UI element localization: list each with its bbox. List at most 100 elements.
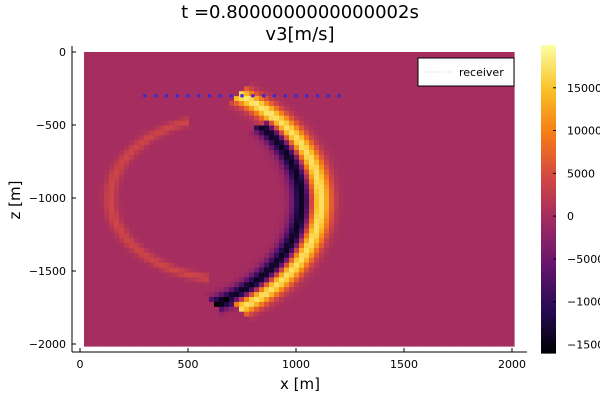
heatmap-cell [154,86,160,92]
heatmap-cell [134,184,140,190]
heatmap-cell [379,184,385,190]
heatmap-cell [439,311,445,318]
heatmap-cell [414,301,420,308]
heatmap-cell [264,76,270,82]
heatmap-cell [139,169,145,176]
heatmap-cell [239,81,245,87]
heatmap-cell [289,115,295,122]
heatmap-cell [239,208,245,215]
heatmap-cell [419,189,425,195]
heatmap-cell [159,81,165,87]
heatmap-cell [224,91,230,97]
heatmap-cell [389,140,395,146]
heatmap-cell [254,52,260,58]
heatmap-cell [429,203,435,210]
heatmap-cell [304,159,310,166]
heatmap-cell [149,56,155,63]
heatmap-cell [294,81,300,87]
heatmap-cell [374,61,380,68]
heatmap-cell [219,199,225,205]
heatmap-cell [189,135,195,141]
heatmap-cell [179,282,185,288]
heatmap-cell [254,184,260,190]
heatmap-cell [104,169,110,176]
heatmap-cell [499,164,505,171]
heatmap-cell [94,164,100,171]
heatmap-cell [439,272,445,278]
heatmap-cell [344,218,350,225]
heatmap-cell [364,301,370,308]
heatmap-cell [454,316,460,323]
heatmap-cell [109,316,115,323]
heatmap-cell [394,203,400,210]
heatmap-cell [229,292,235,298]
heatmap-cell [129,262,135,269]
heatmap-cell [384,238,390,244]
heatmap-cell [334,120,340,127]
heatmap-cell [459,105,465,112]
heatmap-cell [139,306,145,313]
heatmap-cell [449,238,455,244]
heatmap-cell [194,233,200,239]
heatmap-cell [489,218,495,225]
heatmap-cell [164,213,170,220]
heatmap-cell [169,203,175,210]
heatmap-cell [189,287,195,293]
heatmap-cell [159,194,165,200]
heatmap-cell [419,321,425,327]
heatmap-cell [94,243,100,249]
heatmap-cell [174,174,180,180]
heatmap-cell [319,208,325,215]
heatmap-cell [484,252,490,259]
heatmap-cell [159,61,165,68]
heatmap-cell [129,61,135,68]
heatmap-cell [174,243,180,249]
heatmap-cell [224,61,230,68]
heatmap-cell [404,316,410,323]
heatmap-cell [489,311,495,318]
heatmap-cell [479,164,485,171]
heatmap-cell [174,150,180,156]
heatmap-cell [354,223,360,229]
heatmap-cell [319,311,325,318]
heatmap-cell [409,331,415,337]
heatmap-cell [174,199,180,205]
heatmap-cell [359,189,365,195]
heatmap-cell [424,115,430,122]
heatmap-cell [424,218,430,225]
heatmap-cell [124,272,130,278]
heatmap-cell [239,174,245,180]
heatmap-cell [409,238,415,244]
heatmap-cell [159,248,165,254]
heatmap-cell [354,169,360,176]
heatmap-cell [449,272,455,278]
heatmap-cell [319,301,325,308]
heatmap-cell [229,311,235,318]
heatmap-cell [129,150,135,156]
heatmap-cell [154,194,160,200]
heatmap-cell [134,154,140,161]
heatmap-cell [274,125,280,131]
heatmap-cell [469,135,475,141]
heatmap-cell [449,184,455,190]
heatmap-cell [109,76,115,82]
heatmap-cell [494,101,500,107]
heatmap-cell [214,174,220,180]
heatmap-cell [154,208,160,215]
heatmap-cell [229,238,235,244]
heatmap-cell [454,331,460,337]
heatmap-cell [489,208,495,215]
heatmap-cell [374,86,380,92]
heatmap-cell [349,203,355,210]
heatmap-cell [374,91,380,97]
heatmap-cell [374,145,380,151]
heatmap-cell [499,194,505,200]
heatmap-cell [174,56,180,63]
heatmap-cell [259,316,265,323]
heatmap-cell [119,120,125,127]
heatmap-cell [199,184,205,190]
heatmap-cell [494,174,500,180]
heatmap-cell [234,125,240,131]
heatmap-cell [194,213,200,220]
heatmap-cell [439,199,445,205]
